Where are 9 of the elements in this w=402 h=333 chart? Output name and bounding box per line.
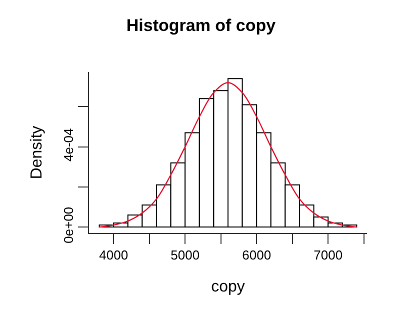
x-tick-label: 4000 xyxy=(99,248,128,263)
y-tick-label: 0e+00 xyxy=(60,206,76,244)
x-axis-title: copy xyxy=(211,278,245,296)
chart-title: Histogram of copy xyxy=(126,16,276,35)
x-tick-label: 5000 xyxy=(170,248,200,263)
y-axis-title: Density xyxy=(28,126,46,180)
y-tick-label: 4e-04 xyxy=(60,128,76,162)
x-tick-label: 6000 xyxy=(242,248,272,263)
x-tick-label: 7000 xyxy=(314,248,343,263)
